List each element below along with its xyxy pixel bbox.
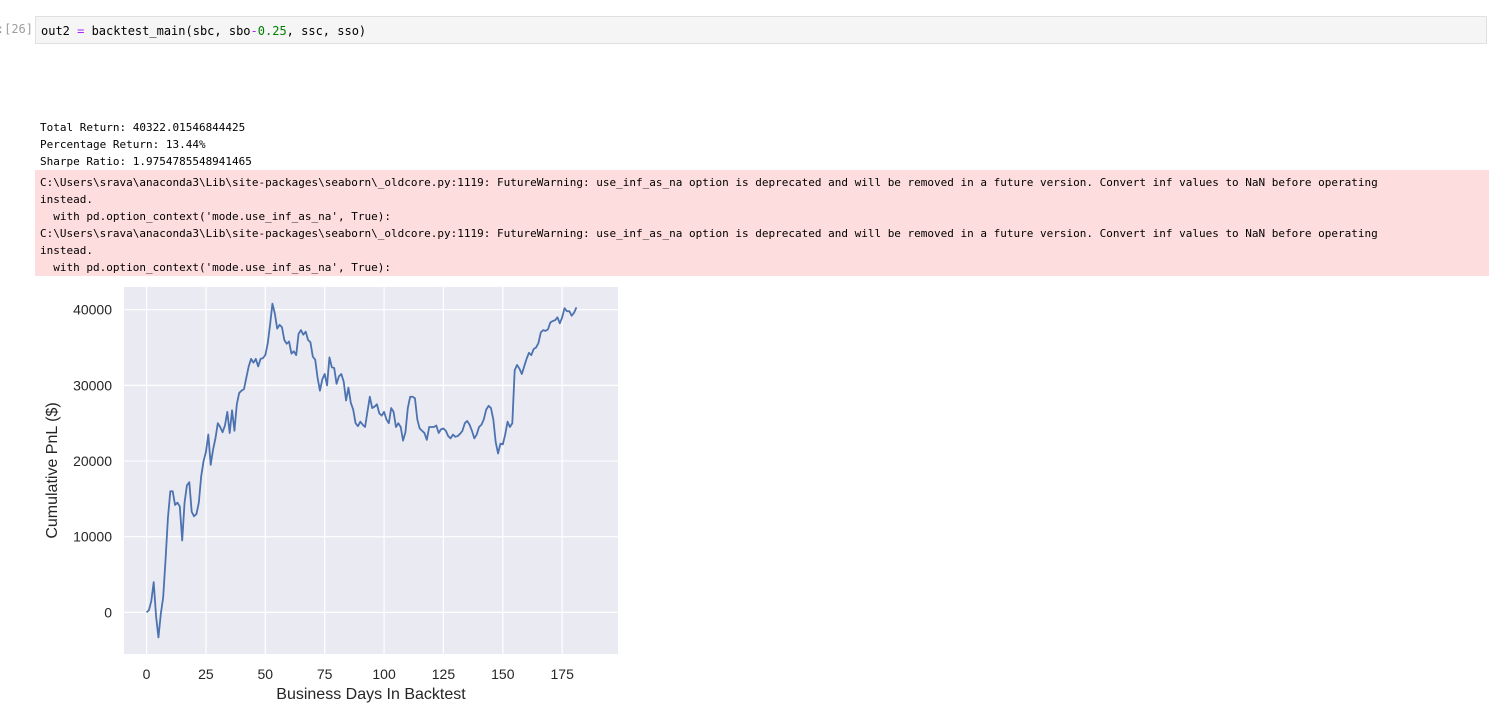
- x-tick-label: 100: [372, 666, 396, 682]
- y-axis-label: Cumulative PnL ($): [44, 402, 61, 538]
- stderr-line: with pd.option_context('mode.use_inf_as_…: [40, 261, 391, 274]
- y-tick-label: 10000: [73, 529, 112, 545]
- stderr-line: with pd.option_context('mode.use_inf_as_…: [40, 210, 391, 223]
- code-rest: , ssc, sso): [286, 24, 367, 38]
- cell-prompt: [26]:: [0, 22, 33, 36]
- x-tick-label: 150: [491, 666, 515, 682]
- y-tick-labels: 0 10000 20000 30000 40000: [73, 302, 112, 621]
- y-tick-label: 40000: [73, 302, 112, 318]
- y-tick-label: 20000: [73, 453, 112, 469]
- cell-stderr: C:\Users\srava\anaconda3\Lib\site-packag…: [35, 170, 1489, 276]
- x-tick-label: 0: [143, 666, 151, 682]
- stdout-line-percentage-return: Percentage Return: 13.44%: [40, 138, 206, 151]
- code-call: backtest_main(sbc, sbo: [84, 24, 251, 38]
- stderr-line: C:\Users\srava\anaconda3\Lib\site-packag…: [40, 227, 1378, 240]
- plot-area: [124, 287, 618, 654]
- x-tick-labels: 0 25 50 75 100 125 150 175: [143, 666, 574, 682]
- chart-grid: [124, 287, 618, 654]
- code-number: 0.25: [257, 24, 287, 38]
- code-line: out2 = backtest_main(sbc, sbo-0.25, ssc,…: [41, 24, 366, 38]
- x-tick-label: 25: [198, 666, 214, 682]
- stderr-line: instead.: [40, 193, 93, 206]
- code-operator-assign: =: [77, 24, 85, 38]
- x-axis-label: Business Days In Backtest: [276, 686, 466, 703]
- x-tick-label: 125: [432, 666, 456, 682]
- code-var: out2: [41, 24, 78, 38]
- cell-stdout: Total Return: 40322.01546844425 Percentag…: [40, 119, 252, 170]
- series-line-cumulative-pnl: [145, 302, 578, 639]
- code-operator-minus: -: [250, 24, 258, 38]
- stderr-line: C:\Users\srava\anaconda3\Lib\site-packag…: [40, 176, 1378, 189]
- y-tick-label: 0: [104, 604, 112, 620]
- x-tick-label: 75: [317, 666, 333, 682]
- stdout-line-sharpe-ratio: Sharpe Ratio: 1.9754785548941465: [40, 155, 252, 168]
- stderr-line: instead.: [40, 244, 93, 257]
- x-tick-label: 175: [551, 666, 575, 682]
- pnl-chart: 0 10000 20000 30000 40000 0 25 50 75 100 125 150 17…: [44, 287, 618, 703]
- code-cell-input[interactable]: out2 = backtest_main(sbc, sbo-0.25, ssc,…: [35, 16, 1487, 44]
- x-tick-label: 50: [258, 666, 274, 682]
- stdout-line-total-return: Total Return: 40322.01546844425: [40, 121, 246, 134]
- y-tick-label: 30000: [73, 377, 112, 393]
